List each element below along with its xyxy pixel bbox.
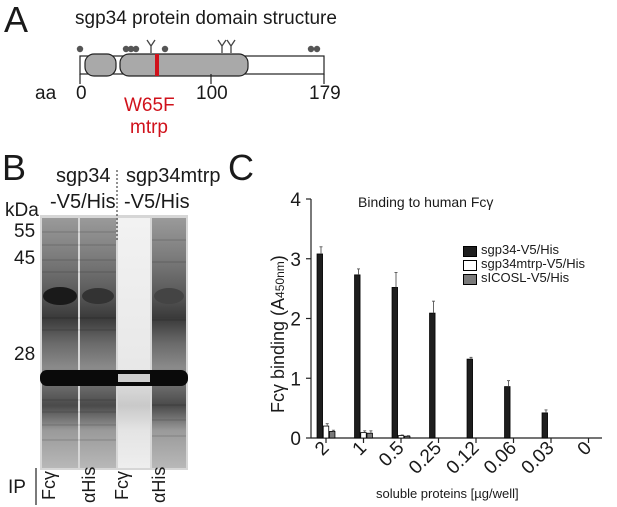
mutation-site-marker [155, 54, 159, 76]
glycan-y-icon [217, 39, 227, 53]
x-tick-label: 0 [574, 438, 596, 460]
domain-2 [119, 53, 249, 77]
x-tick-label: 2 [311, 438, 333, 460]
bar [397, 435, 405, 439]
group1-tag: -V5/His [50, 191, 116, 213]
bar [329, 431, 336, 439]
x-axis-label: soluble proteins [µg/well] [376, 486, 519, 501]
chart-legend: sgp34-V5/His sgp34mtrp-V5/His sICOSL-V5/… [463, 243, 613, 285]
x-tick-label: 0.03 [518, 438, 559, 479]
glyco-dot [313, 45, 321, 53]
glycan-y-icon [226, 39, 236, 53]
band-upper [82, 288, 114, 304]
lane-fc-mtrp [118, 218, 150, 468]
mutation-label: W65F [124, 95, 175, 116]
legend-item: sgp34mtrp-V5/His [463, 257, 613, 271]
aa-tick-0: 0 [76, 83, 87, 104]
legend-swatch [463, 274, 477, 285]
glyco-dot [122, 45, 130, 53]
glyco-dot [307, 45, 315, 53]
legend-item: sgp34-V5/His [463, 243, 613, 257]
legend-label: sgp34-V5/His [481, 242, 560, 257]
y-tick-label: 1 [290, 369, 301, 390]
y-tick-label: 0 [290, 429, 301, 450]
n-glycan-symbols [146, 39, 236, 53]
kda-label: kDa [5, 200, 39, 221]
glyco-dot [161, 45, 169, 53]
bar [504, 386, 511, 439]
legend-label: sgp34mtrp-V5/His [481, 256, 586, 271]
glycan-y-icon [146, 39, 156, 53]
y-tick-label: 2 [290, 310, 301, 331]
panel-c-letter: C [228, 147, 254, 188]
bar [404, 435, 411, 439]
aa-label: aa [35, 83, 57, 104]
band-main-faint [118, 374, 150, 382]
x-tick-label: 0.25 [405, 438, 446, 479]
aa-tick-100: 100 [196, 83, 228, 104]
marker-55: 55 [14, 221, 36, 242]
lane-his-sgp34 [80, 218, 116, 468]
aa-tick-179: 179 [309, 83, 341, 104]
legend-swatch [463, 246, 477, 257]
panel-a-letter: A [4, 0, 29, 40]
panel-a-title: sgp34 protein domain structure [75, 8, 337, 29]
x-tick-label: 0.06 [480, 438, 521, 479]
group2-name: sgp34mtrp [126, 165, 221, 187]
bar [429, 312, 436, 439]
group2-tag: -V5/His [124, 191, 190, 213]
glycosylation-dots [76, 45, 321, 53]
x-tick-label: 1 [349, 438, 371, 460]
blot-bands [42, 231, 186, 441]
glyco-dot [127, 45, 135, 53]
legend-item: sICOSL-V5/His [463, 271, 613, 285]
bar [354, 274, 361, 439]
marker-28: 28 [14, 344, 36, 365]
ip-label: IP [8, 477, 26, 498]
y-tick-label: 3 [290, 250, 301, 271]
band-upper [154, 288, 184, 304]
marker-45: 45 [14, 248, 36, 269]
band-upper [43, 287, 77, 305]
x-tick-label: 0.5 [375, 438, 409, 472]
legend-label: sICOSL-V5/His [481, 270, 570, 285]
bar [391, 287, 398, 439]
chart-title: Binding to human Fcγ [358, 194, 494, 210]
domain-1 [84, 53, 117, 77]
x-tick-label: 0.12 [443, 438, 484, 479]
bar [316, 253, 323, 439]
panel-b-letter: B [2, 147, 27, 188]
group1-name: sgp34 [56, 165, 111, 187]
bar [541, 412, 548, 439]
legend-swatch [463, 260, 477, 271]
glyco-dot [76, 45, 84, 53]
bar [366, 432, 373, 439]
lane-his-mtrp [152, 218, 186, 468]
aa-ticks [79, 74, 325, 84]
lane-fc-sgp34 [42, 218, 78, 468]
glyco-dot [132, 45, 140, 53]
band-main [40, 370, 188, 386]
bar [360, 432, 367, 439]
bar [466, 358, 473, 439]
mutation-name: mtrp [130, 117, 168, 138]
y-tick-label: 4 [290, 190, 301, 211]
bar [322, 425, 330, 439]
